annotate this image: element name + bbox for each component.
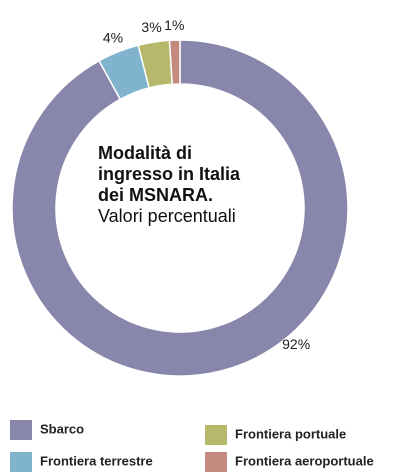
chart-subtitle: Valori percentuali bbox=[98, 206, 236, 226]
legend-label: Sbarco bbox=[40, 421, 84, 436]
legend-label: Frontiera terrestre bbox=[40, 453, 153, 468]
value-label: 92% bbox=[282, 336, 310, 352]
legend-label: Frontiera portuale bbox=[235, 426, 346, 441]
donut-slice bbox=[168, 39, 181, 86]
legend-swatch bbox=[205, 452, 227, 472]
donut-slice bbox=[11, 39, 349, 377]
center-label: Modalità di ingresso in Italia dei MSNAR… bbox=[98, 143, 268, 227]
legend-swatch bbox=[10, 420, 32, 440]
value-label: 4% bbox=[103, 29, 123, 45]
legend-swatch bbox=[205, 425, 227, 445]
value-label: 3% bbox=[141, 19, 161, 35]
chart-title: Modalità di ingresso in Italia dei MSNAR… bbox=[98, 143, 241, 205]
legend-swatch bbox=[10, 452, 32, 472]
value-label: 1% bbox=[164, 17, 184, 33]
legend-label: Frontiera aeroportuale bbox=[235, 453, 374, 468]
